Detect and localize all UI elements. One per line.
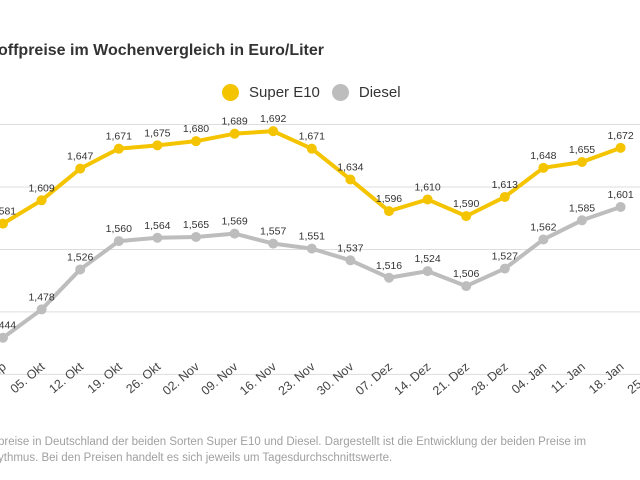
data-point (113, 143, 124, 154)
legend-swatch-super-e10 (222, 84, 239, 101)
series-line-diesel (1, 205, 622, 340)
data-label: 1,506 (453, 268, 479, 280)
data-point (422, 194, 433, 205)
data-label: 1,655 (569, 144, 595, 156)
legend-label: Super E10 (249, 84, 320, 101)
data-label: 1,648 (530, 150, 556, 162)
data-label: 1,560 (106, 223, 132, 235)
data-label: 1,647 (67, 151, 93, 163)
data-point (0, 218, 8, 229)
x-tick-label: 26. Okt (123, 359, 163, 396)
x-tick-label: 05. Okt (8, 359, 48, 396)
data-point (577, 215, 587, 226)
data-label: 1,675 (144, 127, 170, 139)
data-point (345, 174, 356, 185)
data-label: 1,585 (569, 202, 595, 214)
data-point (422, 266, 433, 277)
data-point (499, 191, 510, 202)
data-point (538, 234, 549, 245)
data-point (499, 263, 510, 274)
legend: Super E10 Diesel (222, 84, 413, 101)
data-label: 1,564 (144, 220, 170, 232)
x-tick-label: 19. Okt (85, 359, 125, 396)
data-point (0, 332, 8, 343)
data-label: 1,444 (0, 320, 16, 332)
data-point (36, 195, 47, 206)
x-tick-label: 16. Nov (237, 359, 280, 398)
data-point (345, 255, 356, 266)
data-point (268, 126, 279, 137)
data-point (75, 163, 86, 174)
data-label: 1,524 (414, 253, 440, 265)
data-point (152, 232, 163, 243)
legend-item-diesel: Diesel (331, 84, 401, 101)
data-point (36, 304, 47, 315)
legend-label: Diesel (358, 84, 401, 101)
caption-line: ythmus. Bei den Preisen handelt es sich … (0, 452, 393, 464)
data-point (461, 211, 472, 222)
data-label: 1,689 (221, 116, 247, 128)
data-label: 1,596 (376, 193, 402, 205)
data-point (268, 238, 279, 249)
data-label: 1,590 (453, 198, 479, 210)
caption-line: preise in Deutschland der beiden Sorten … (0, 436, 587, 448)
data-point (75, 264, 86, 275)
data-point (538, 162, 549, 173)
data-label: 1,671 (106, 131, 132, 143)
data-point (577, 156, 587, 167)
data-label: 1,516 (376, 260, 402, 272)
data-label: 1,581 (0, 206, 16, 218)
data-point (191, 231, 201, 242)
data-point (113, 236, 124, 247)
data-label: 1,680 (183, 123, 209, 135)
data-label: 1,526 (67, 251, 93, 263)
data-point (615, 142, 626, 153)
data-point (461, 281, 472, 292)
legend-swatch-diesel (331, 84, 349, 101)
data-label: 1,692 (260, 113, 286, 125)
data-label: 1,613 (492, 179, 518, 191)
x-tick-label: 28. Dez (469, 360, 511, 398)
data-point (615, 201, 626, 212)
chart-title: offpreise im Wochenvergleich in Euro/Lit… (0, 42, 324, 59)
data-label: 1,569 (221, 216, 247, 228)
x-tick-label: 23. Nov (276, 359, 319, 398)
data-label: 1,562 (530, 221, 556, 233)
x-tick-label: 25. Jan (625, 360, 640, 397)
x-tick-label: 04. Jan (509, 360, 549, 397)
data-label: 1,634 (337, 161, 363, 173)
x-tick-label: 07. Dez (353, 360, 395, 398)
data-label: 1,609 (28, 182, 54, 194)
data-label: 1,565 (183, 219, 209, 231)
x-tick-label: 28. Sep (0, 360, 9, 398)
x-tick-label: 11. Jan (548, 360, 588, 397)
caption: preise in Deutschland der beiden Sorten … (0, 434, 586, 466)
x-tick-label: 18. Jan (586, 360, 626, 397)
data-label: 1,537 (337, 242, 363, 254)
data-point (191, 136, 201, 147)
x-tick-label: 21. Dez (430, 360, 472, 398)
data-point (229, 228, 240, 239)
data-point (306, 143, 317, 154)
data-point (384, 272, 394, 283)
x-tick-label: 14. Dez (392, 360, 434, 398)
data-label: 1,551 (299, 231, 325, 243)
data-point (229, 128, 240, 139)
data-label: 1,557 (260, 226, 286, 238)
data-label: 1,527 (492, 251, 518, 263)
legend-item-super-e10: Super E10 (222, 84, 320, 101)
data-label: 1,672 (607, 130, 633, 142)
x-tick-label: 02. Nov (160, 359, 203, 398)
data-label: 1,671 (299, 131, 325, 143)
data-label: 1,601 (607, 189, 633, 201)
x-tick-label: 12. Okt (46, 359, 86, 396)
x-tick-label: 30. Nov (314, 359, 357, 398)
data-point (306, 243, 317, 254)
data-label: 1,610 (414, 181, 440, 193)
data-point (152, 140, 163, 151)
data-point (384, 206, 394, 217)
data-label: 1,478 (28, 291, 54, 303)
x-tick-label: 09. Nov (199, 359, 242, 398)
